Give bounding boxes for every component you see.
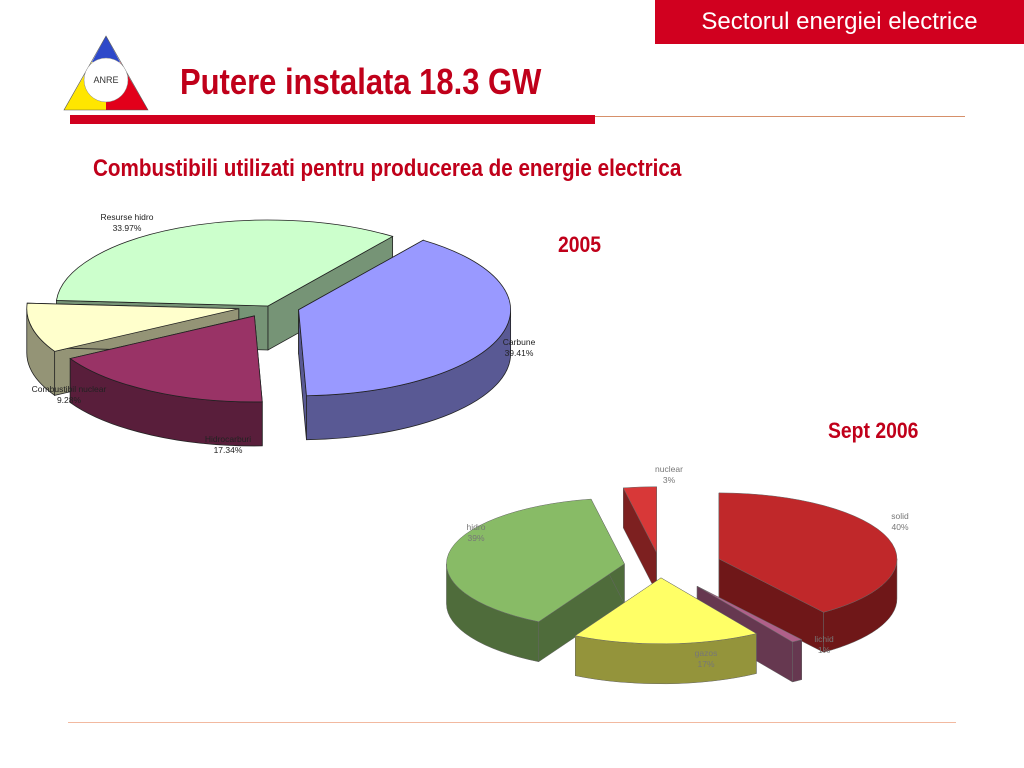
title-underline: [70, 115, 595, 124]
slice-label-2006-hidro: hidro 39%: [467, 522, 486, 543]
section-tag: Sectorul energiei electrice: [655, 0, 1024, 44]
pie-slice-2006-nuclear: [622, 486, 657, 593]
pie-slice-2005-hidrocarburi: [69, 315, 263, 447]
slice-label-2005-resurse-hidro: Resurse hidro 33.97%: [101, 212, 154, 233]
logo-text: ANRE: [93, 75, 118, 85]
pie-slice-2006-hidro: [446, 498, 625, 663]
slice-label-2005-hidrocarburi: Hidrocarburi 17.34%: [205, 434, 251, 455]
title-underline-thin: [595, 116, 965, 117]
pie-slice-2005-carbune: [298, 239, 512, 441]
slide-subtitle: Combustibili utilizati pentru producerea…: [93, 155, 682, 182]
slice-label-2005-combustibil-nuclear: Combustibil nuclear 9.28%: [32, 384, 107, 405]
footer-rule: [68, 722, 956, 723]
anre-logo: ANRE: [63, 35, 149, 111]
slice-label-2006-lichid: lichid 1%: [814, 634, 834, 655]
chart-title-2006: Sept 2006: [828, 418, 919, 443]
slice-label-2006-gazos: gazos 17%: [695, 648, 718, 669]
pie-slice-2006-gazos: [574, 577, 758, 685]
chart-title-2005: 2005: [558, 232, 602, 257]
page-title: Putere instalata 18.3 GW: [180, 61, 542, 102]
pie-slice-2006-solid: [718, 492, 898, 653]
slice-label-2006-solid: solid 40%: [891, 511, 909, 532]
slice-label-2005-carbune: Carbune 39.41%: [503, 337, 536, 358]
slice-label-2006-nuclear: nuclear 3%: [655, 464, 683, 485]
